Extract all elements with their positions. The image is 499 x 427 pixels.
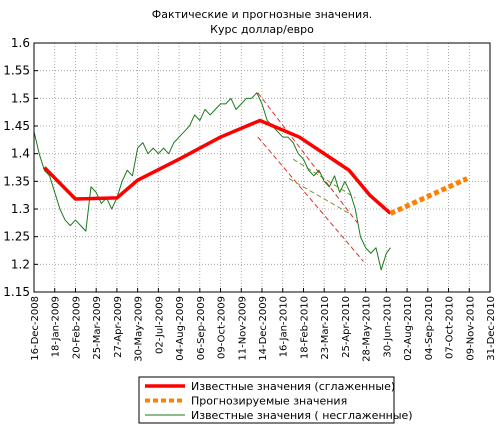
x-tick-label: 07-Oct-2010 bbox=[445, 296, 456, 359]
plot-area bbox=[34, 43, 490, 292]
x-tick-label: 16-Jan-2010 bbox=[279, 296, 290, 357]
x-tick-label: 30-May-2009 bbox=[134, 296, 145, 362]
chart-subtitle: Курс доллар/евро bbox=[210, 23, 314, 36]
y-tick-label: 1.5 bbox=[11, 91, 30, 105]
legend-label: Известные значения ( несглаженные) bbox=[191, 409, 413, 422]
channel-line bbox=[288, 178, 352, 215]
x-tick-label: 04-Sep-2010 bbox=[424, 296, 435, 360]
plot-frame bbox=[33, 42, 491, 293]
x-tick-label: 16-Dec-2008 bbox=[30, 296, 41, 361]
y-tick-label: 1.4 bbox=[11, 147, 30, 161]
legend-label: Прогнозируемые значения bbox=[191, 395, 347, 408]
x-tick-label: 25-Mar-2009 bbox=[92, 296, 103, 360]
y-tick-label: 1.45 bbox=[3, 119, 30, 133]
legend-label: Известные значения (сглаженные) bbox=[191, 380, 395, 393]
channel-line bbox=[292, 158, 356, 199]
x-tick-label: 18-Feb-2010 bbox=[299, 296, 310, 359]
y-tick-label: 1.3 bbox=[11, 202, 30, 216]
x-tick-label: 23-Mar-2010 bbox=[320, 296, 331, 360]
x-tick-label: 31-Dec-2010 bbox=[486, 296, 497, 361]
chart-title: Фактические и прогнозные значения. bbox=[152, 8, 373, 21]
x-tick-label: 14-Dec-2009 bbox=[258, 296, 269, 361]
x-tick-label: 06-Sep-2009 bbox=[196, 296, 207, 360]
x-tick-label: 28-May-2010 bbox=[362, 296, 373, 362]
y-tick-label: 1.15 bbox=[3, 285, 30, 299]
series-line bbox=[389, 176, 469, 216]
x-tick-label: 09-Oct-2009 bbox=[217, 296, 228, 359]
x-tick-label: 04-Aug-2009 bbox=[175, 296, 186, 361]
channel-line bbox=[257, 136, 364, 262]
y-tick-label: 1.6 bbox=[11, 36, 30, 50]
series-line bbox=[43, 118, 392, 215]
y-tick-label: 1.25 bbox=[3, 230, 30, 244]
y-tick-label: 1.35 bbox=[3, 174, 30, 188]
x-tick-label: 09-Nov-2010 bbox=[465, 296, 476, 361]
x-tick-label: 30-Jun-2010 bbox=[382, 296, 393, 358]
series-line bbox=[33, 92, 391, 271]
x-tick-label: 25-Apr-2010 bbox=[341, 296, 352, 358]
x-tick-label: 02-Jul-2009 bbox=[154, 296, 165, 354]
x-tick-label: 11-Nov-2009 bbox=[237, 296, 248, 361]
y-tick-label: 1.2 bbox=[11, 257, 30, 271]
x-tick-label: 18-Jan-2009 bbox=[51, 296, 62, 357]
x-tick-label: 02-Aug-2010 bbox=[403, 296, 414, 361]
x-tick-label: 20-Feb-2009 bbox=[71, 296, 82, 359]
y-tick-label: 1.55 bbox=[3, 64, 30, 78]
x-tick-label: 27-Apr-2009 bbox=[113, 296, 124, 358]
channel-line bbox=[257, 92, 358, 224]
